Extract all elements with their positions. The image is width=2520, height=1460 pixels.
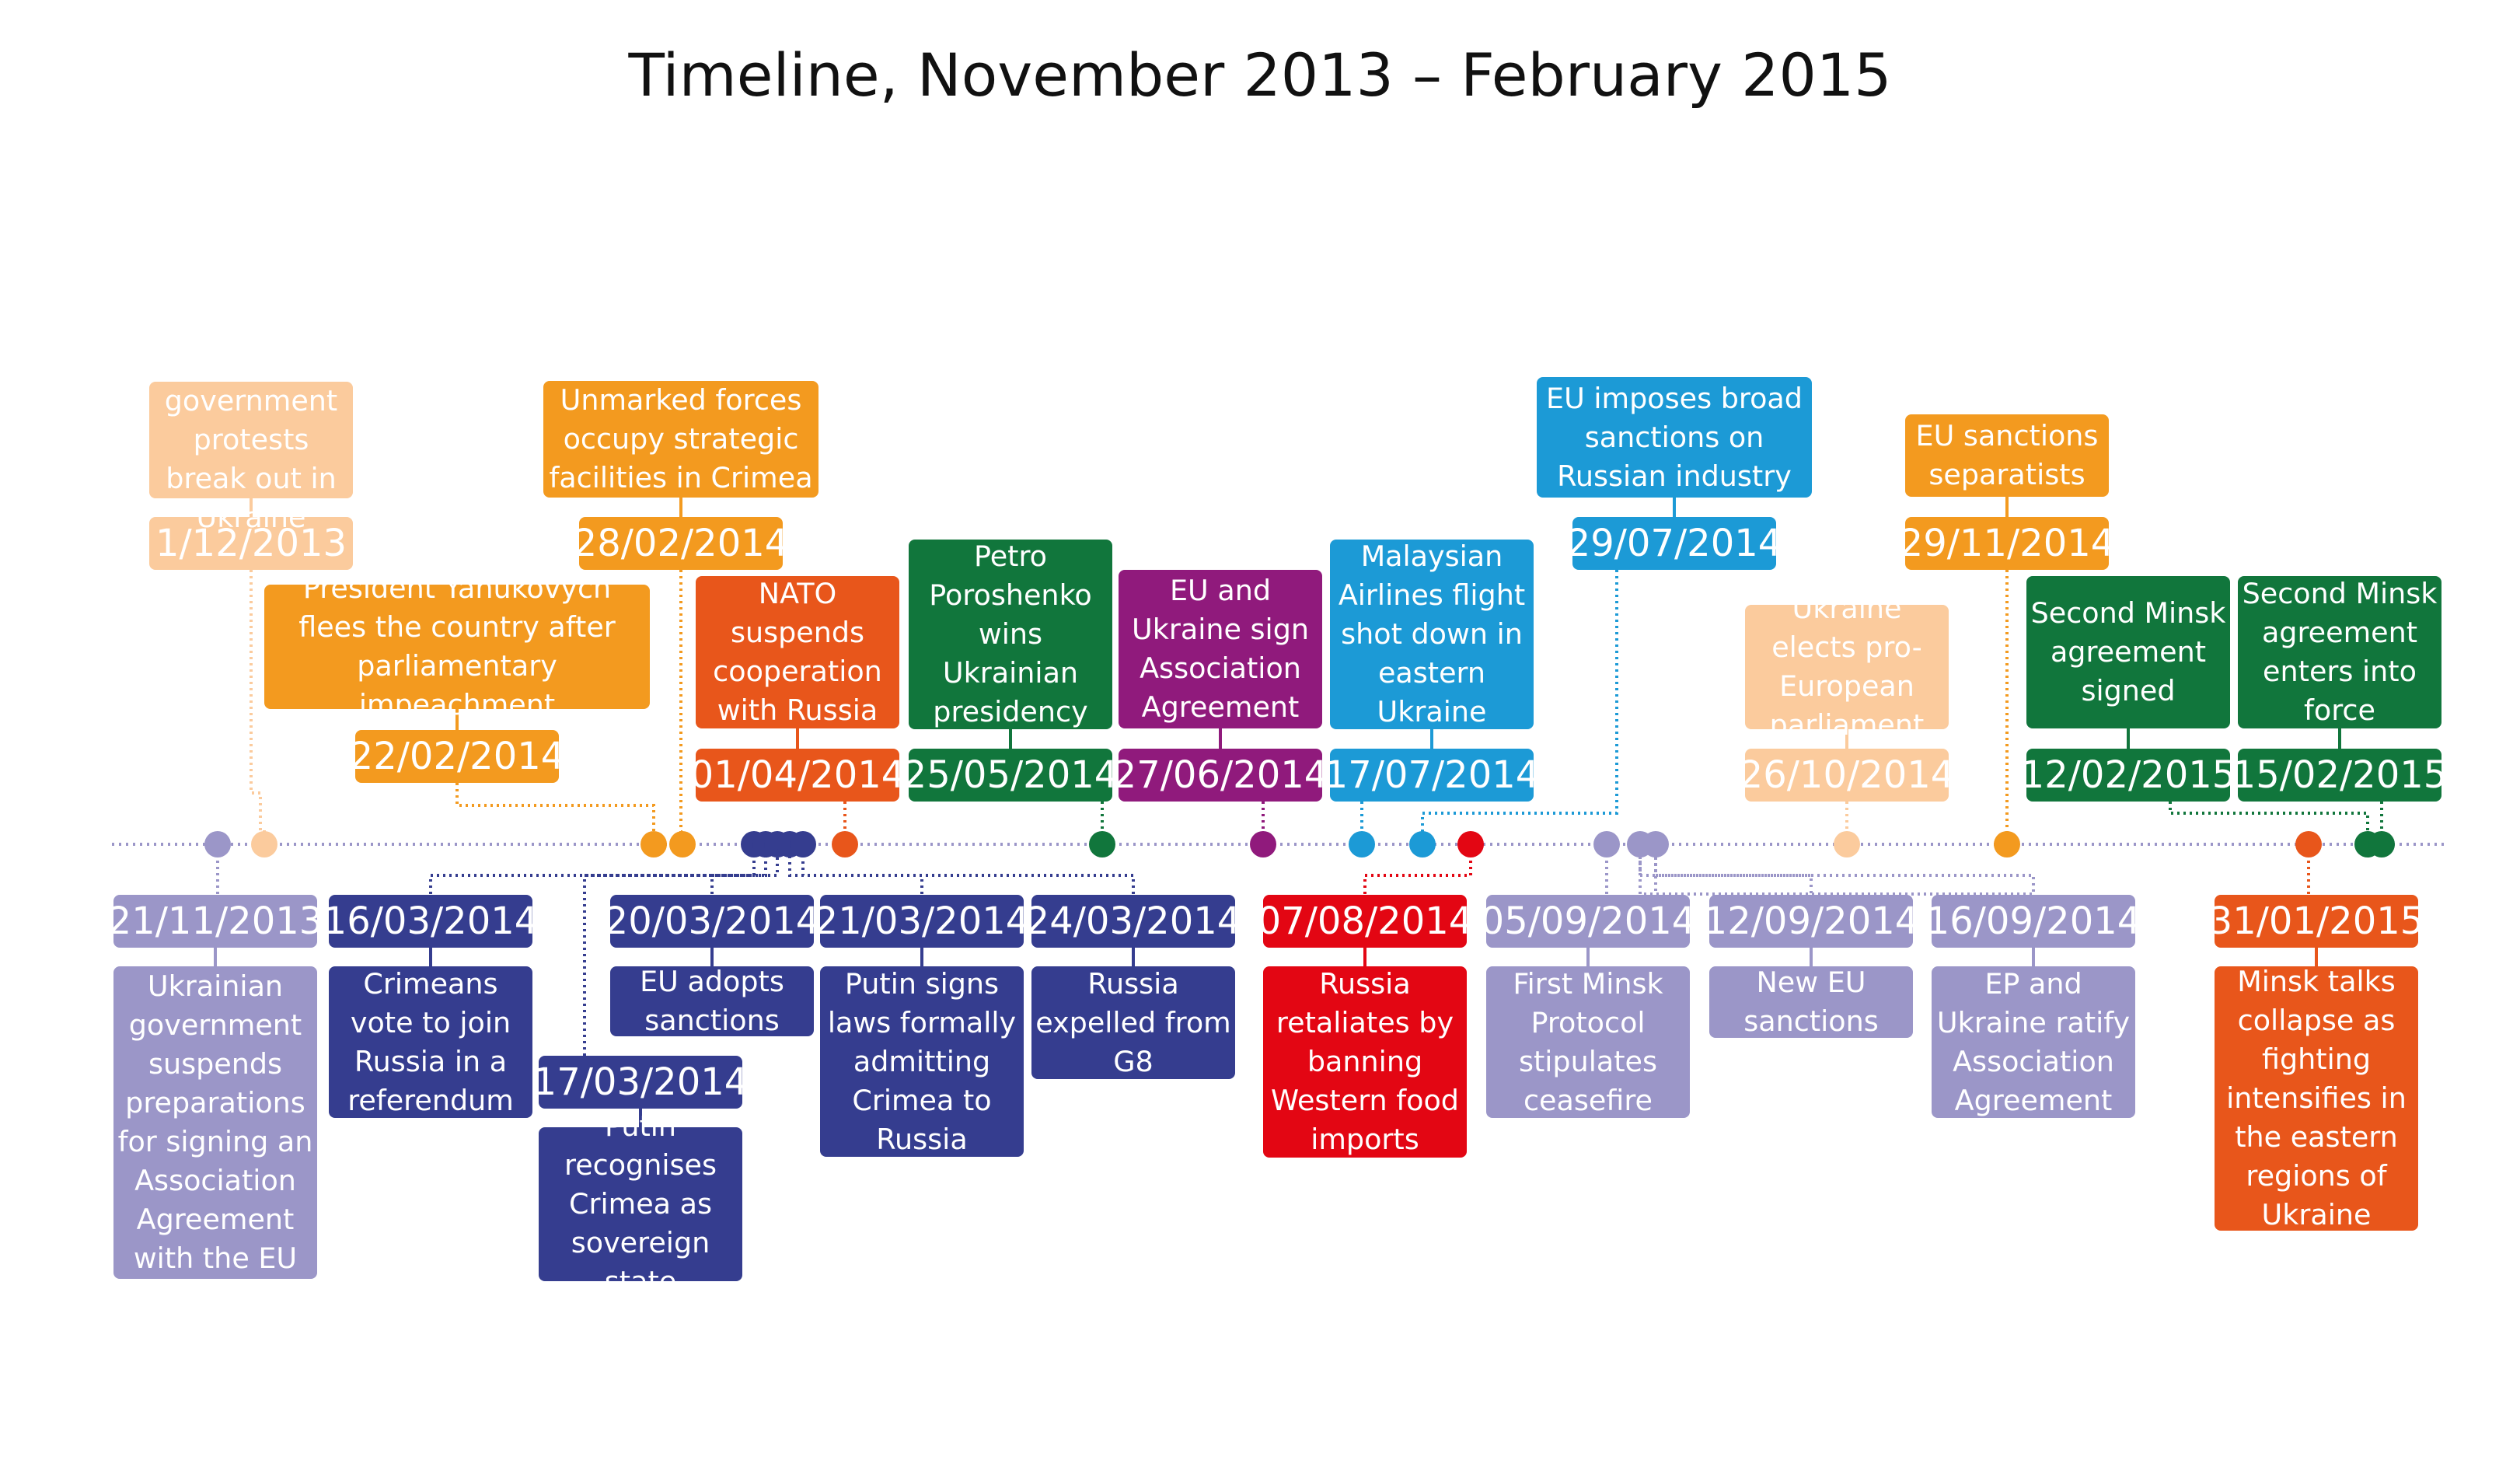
event-dot-e18: [1642, 831, 1669, 857]
event-date-e14: 29/07/2014: [1567, 517, 1782, 570]
event-text-e17: New EU sanctions: [1709, 966, 1913, 1038]
event-date-e03: 22/02/2014: [350, 730, 564, 783]
connector-e09: [801, 855, 1135, 894]
event-dot-e12: [1250, 831, 1276, 857]
event-text-e02: Anti-government protests break out in Uk…: [149, 345, 353, 534]
event-text-e09: Russia expelled from G8: [1031, 966, 1235, 1079]
event-dot-e04: [669, 831, 696, 857]
event-date-e06: 17/03/2014: [533, 1056, 748, 1109]
event-dot-e21: [2295, 831, 2322, 857]
event-text-e05: Crimeans vote to join Russia in a refere…: [329, 966, 532, 1118]
event-date-e15: 07/08/2014: [1258, 895, 1472, 948]
event-text-e22: Second Minsk agreement signed: [2026, 576, 2230, 728]
event-date-e12: 27/06/2014: [1113, 749, 1328, 802]
connector-e02: [250, 570, 266, 833]
event-dot-e10: [832, 831, 858, 857]
connector-e14: [1421, 570, 1618, 833]
event-dot-e20: [1994, 831, 2020, 857]
event-date-e09: 24/03/2014: [1026, 895, 1241, 948]
event-date-e17: 12/09/2014: [1704, 895, 1918, 948]
event-text-e07: EU adopts sanctions: [610, 965, 814, 1037]
event-date-e21: 31/01/2015: [2209, 895, 2424, 948]
connector-e22: [2169, 802, 2369, 833]
event-text-e14: EU imposes broad sanctions on Russian in…: [1537, 377, 1812, 498]
event-dot-e09: [790, 831, 816, 857]
event-text-e01: Ukrainian government suspends preparatio…: [113, 966, 317, 1279]
event-text-e11: Petro Poroshenko wins Ukrainian presiden…: [909, 540, 1112, 729]
event-text-e06: Putin recognises Crimea as sovereign sta…: [539, 1109, 742, 1298]
event-date-e08: 21/03/2014: [815, 895, 1029, 948]
event-text-e18: EP and Ukraine ratify Association Agreem…: [1932, 966, 2135, 1118]
event-date-e19: 26/10/2014: [1740, 749, 1954, 802]
event-text-e04: Unmarked forces occupy strategic facilit…: [543, 381, 818, 498]
event-dot-e02: [251, 831, 277, 857]
event-dot-e23: [2368, 831, 2395, 857]
event-date-e05: 16/03/2014: [323, 895, 538, 948]
page-title: Timeline, November 2013 – February 2015: [628, 40, 1892, 110]
event-text-e23: Second Minsk agreement enters into force: [2238, 576, 2441, 728]
connector-e17: [1639, 855, 1813, 896]
connector-e03: [455, 783, 655, 833]
event-text-e20: EU sanctions separatists: [1905, 414, 2109, 497]
event-text-e16: First Minsk Protocol stipulates ceasefir…: [1486, 966, 1690, 1118]
connector-e04: [679, 570, 684, 833]
event-date-e01: 21/11/2013: [108, 895, 323, 948]
event-date-e20: 29/11/2014: [1900, 517, 2114, 570]
event-dot-e19: [1834, 831, 1860, 857]
event-dot-e16: [1593, 831, 1620, 857]
event-text-e10: NATO suspends cooperation with Russia: [696, 576, 899, 728]
connector-e18: [1654, 855, 2035, 896]
event-dot-e11: [1089, 831, 1115, 857]
event-date-e22: 12/02/2015: [2021, 749, 2236, 802]
event-date-e18: 16/09/2014: [1926, 895, 2141, 948]
event-text-e21: Minsk talks collapse as fighting intensi…: [2215, 965, 2418, 1231]
event-date-e23: 15/02/2015: [2232, 749, 2447, 802]
event-date-e13: 17/07/2014: [1325, 749, 1539, 802]
event-dot-e14: [1409, 831, 1436, 857]
event-dot-e13: [1349, 831, 1375, 857]
connector-e15: [1363, 855, 1472, 894]
event-date-e02: 1/12/2013: [149, 517, 353, 570]
connector-e07: [710, 855, 779, 894]
event-dot-e01: [204, 831, 231, 857]
event-dot-e03: [640, 831, 667, 857]
event-date-e16: 05/09/2014: [1481, 895, 1695, 948]
event-text-e19: Ukraine elects pro-European parliament: [1745, 592, 1949, 742]
event-date-e11: 25/05/2014: [903, 749, 1118, 802]
event-text-e03: President Yanukovych flees the country a…: [264, 571, 650, 721]
event-date-e10: 01/04/2014: [690, 749, 905, 802]
event-text-e13: Malaysian Airlines flight shot down in e…: [1330, 540, 1534, 729]
event-text-e08: Putin signs laws formally admitting Crim…: [820, 966, 1024, 1157]
event-text-e12: EU and Ukraine sign Association Agreemen…: [1119, 570, 1322, 728]
event-text-e15: Russia retaliates by banning Western foo…: [1263, 966, 1467, 1158]
event-dot-e15: [1457, 831, 1484, 857]
event-date-e07: 20/03/2014: [605, 895, 819, 948]
event-date-e04: 28/02/2014: [574, 517, 788, 570]
